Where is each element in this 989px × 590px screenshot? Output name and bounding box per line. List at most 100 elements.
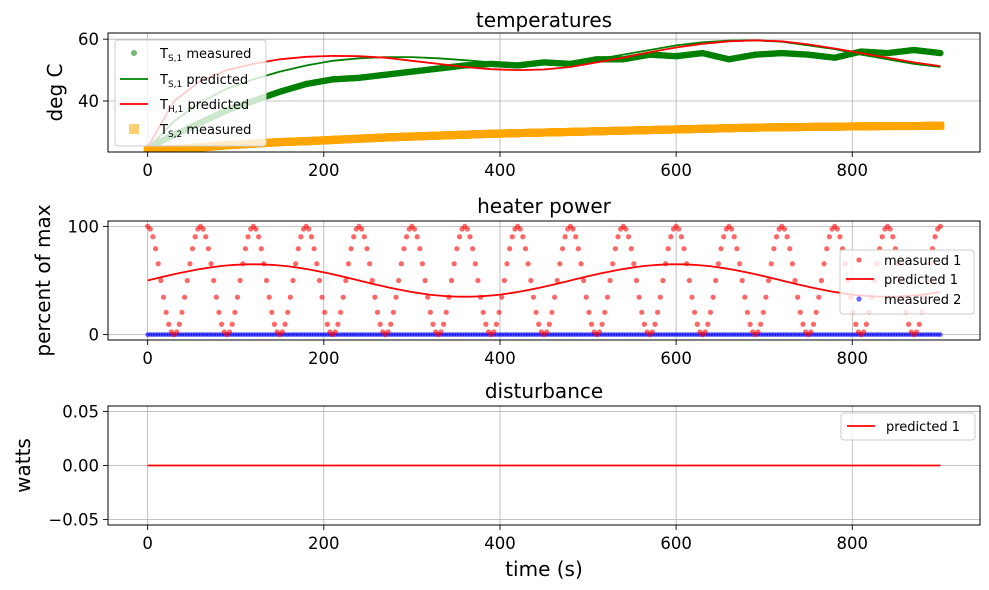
measured-1-marker xyxy=(491,329,497,335)
legend-label-sub: S,2 xyxy=(168,130,182,140)
measured-1-marker xyxy=(797,309,803,315)
x-tick-label: 200 xyxy=(308,534,340,553)
measured-1-marker xyxy=(414,234,420,240)
measured-1-marker xyxy=(562,234,568,240)
measured-1-marker xyxy=(586,309,592,315)
measured-1-marker xyxy=(509,234,515,240)
measured-1-marker xyxy=(623,226,629,232)
measured-1-marker xyxy=(686,277,692,284)
legend: measured 1 predicted 1 measured 2 xyxy=(839,249,975,315)
measured-1-marker xyxy=(747,321,753,327)
measured-1-marker xyxy=(818,277,825,284)
measured-1-marker xyxy=(234,294,241,300)
x-tick-label: 400 xyxy=(484,161,516,180)
measured-1-marker xyxy=(475,277,481,284)
measured-1-marker xyxy=(781,226,788,232)
x-tick-label: 800 xyxy=(837,349,869,368)
measured-1-marker xyxy=(678,234,685,240)
measured-1-marker xyxy=(906,321,912,327)
measured-1-marker xyxy=(559,246,566,252)
measured-1-marker xyxy=(631,261,637,267)
measured-1-marker xyxy=(834,226,840,232)
measured-1-marker xyxy=(456,234,463,240)
measured-1-marker xyxy=(324,321,330,327)
measured-1-marker xyxy=(826,234,832,240)
measured-1-marker xyxy=(588,321,595,327)
measured-1-marker xyxy=(758,321,764,327)
x-tick-label: 600 xyxy=(660,534,692,553)
measured-1-marker xyxy=(596,329,603,335)
measured-1-marker xyxy=(705,321,711,327)
measured-1-marker xyxy=(676,226,682,232)
measured-1-marker xyxy=(713,277,719,284)
measured-1-marker xyxy=(649,329,655,335)
y-tick-label: 60 xyxy=(78,30,99,49)
measured-1-marker xyxy=(340,294,346,300)
x-tick-label: 200 xyxy=(308,349,340,368)
legend-label-rest: predicted xyxy=(182,73,248,88)
series-line-1 xyxy=(146,39,941,150)
measured-1-marker xyxy=(665,246,671,252)
measured-1-marker xyxy=(496,309,502,315)
x-tick-label: 600 xyxy=(660,349,692,368)
measured-1-marker xyxy=(583,294,589,300)
measured-1-marker xyxy=(784,234,790,240)
measured-1-marker xyxy=(200,226,206,232)
measured-1-marker xyxy=(242,246,249,252)
measured-1-marker xyxy=(430,321,436,327)
measured-1-marker xyxy=(337,309,344,315)
measured-1-marker xyxy=(707,309,714,315)
measured-1-marker xyxy=(374,309,381,315)
measured-1-marker xyxy=(739,277,745,284)
measured-1-marker xyxy=(367,261,373,267)
y-tick-label: 0 xyxy=(89,326,100,345)
measured-1-marker xyxy=(736,261,743,267)
legend-label: TS,2 measured xyxy=(159,123,251,140)
measured-1-marker xyxy=(536,321,542,327)
measured-1-marker xyxy=(290,277,296,284)
measured-1-marker xyxy=(795,294,801,300)
measured-1-marker xyxy=(570,226,576,232)
measured-1-marker xyxy=(533,309,539,315)
measured-1-marker xyxy=(530,294,537,300)
measured-1-marker xyxy=(861,329,867,335)
measured-1-marker xyxy=(364,246,370,252)
measured-1-marker xyxy=(160,294,167,300)
measured-1-marker xyxy=(322,309,328,315)
measured-1-marker xyxy=(361,234,367,240)
measured-1-marker xyxy=(454,246,460,252)
measured-1-marker xyxy=(718,246,724,252)
measured-1-marker xyxy=(464,226,470,232)
measured-1-marker xyxy=(385,329,391,335)
measured-1-marker xyxy=(237,277,243,284)
measured-1-marker xyxy=(887,226,893,232)
measured-1-marker xyxy=(837,234,843,240)
measured-1-marker xyxy=(660,277,666,284)
measured-1-marker xyxy=(655,309,661,315)
legend-label: TH,1 predicted xyxy=(159,98,249,115)
legend-marker xyxy=(856,296,862,302)
measured-1-marker xyxy=(422,277,428,284)
measured-1-marker xyxy=(396,277,402,284)
measured-1-marker xyxy=(311,246,317,252)
measured-1-marker xyxy=(425,294,431,300)
measured-1-marker xyxy=(359,226,365,232)
measured-1-marker xyxy=(419,261,426,267)
y-tick-label: 0.00 xyxy=(62,457,99,476)
measured-1-marker xyxy=(879,234,885,240)
measured-1-marker xyxy=(641,321,648,327)
measured-1-marker xyxy=(176,321,182,327)
measured-1-marker xyxy=(575,246,581,252)
measured-1-marker xyxy=(179,309,185,315)
measured-1-marker xyxy=(681,246,687,252)
measured-1-marker xyxy=(282,321,288,327)
measured-1-marker xyxy=(932,234,938,240)
axes-frame xyxy=(107,220,981,341)
panel-title: heater power xyxy=(477,194,612,218)
measured-1-marker xyxy=(668,234,674,240)
measured-1-marker xyxy=(916,321,922,327)
measured-1-marker xyxy=(279,329,285,335)
measured-1-marker xyxy=(229,321,235,327)
measured-1-marker xyxy=(174,329,180,335)
